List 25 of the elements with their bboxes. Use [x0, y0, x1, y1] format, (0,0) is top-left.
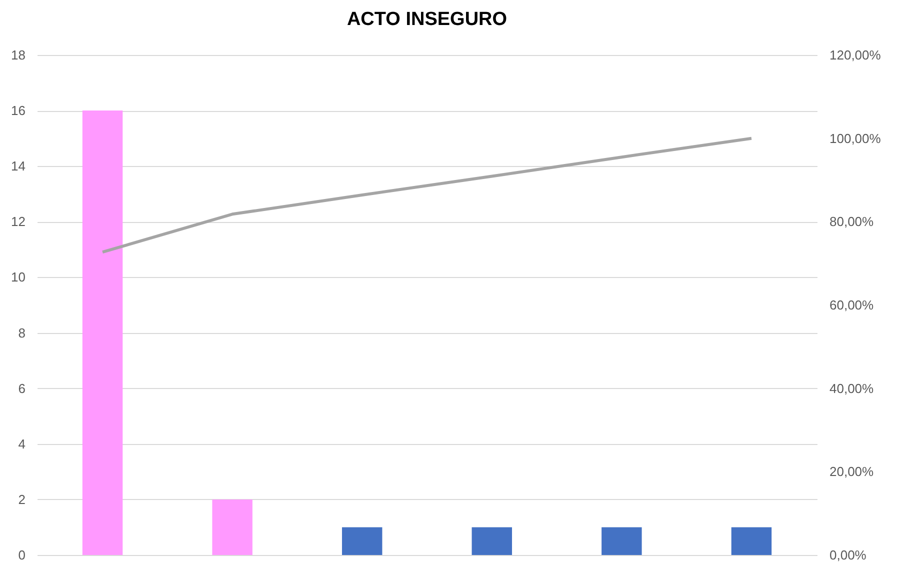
y2-tick-label: 0,00% — [830, 548, 867, 562]
bar — [472, 527, 512, 555]
bar — [212, 499, 252, 555]
y-tick-label: 2 — [18, 492, 26, 507]
y-tick-label: 0 — [18, 548, 26, 562]
chart-title: ACTO INSEGURO — [346, 9, 508, 30]
bar — [342, 527, 382, 555]
y-tick-label: 14 — [11, 158, 26, 174]
y2-tick-label: 20,00% — [830, 464, 874, 480]
y-tick-label: 18 — [11, 48, 26, 62]
y-tick-label: 8 — [18, 325, 26, 340]
y2-tick-label: 120,00% — [830, 48, 882, 62]
bar — [82, 110, 123, 555]
y2-tick-label: 80,00% — [830, 214, 874, 230]
y2-tick-label: 100,00% — [830, 130, 882, 146]
y-tick-label: 16 — [11, 103, 26, 118]
bar — [731, 527, 772, 555]
y-tick-label: 12 — [11, 214, 26, 230]
bar — [602, 527, 642, 555]
y-tick-label: 4 — [18, 436, 26, 452]
y-tick-label: 6 — [18, 380, 26, 396]
y-tick-label: 10 — [11, 270, 26, 285]
y2-tick-label: 40,00% — [830, 380, 874, 396]
line-series — [101, 136, 753, 254]
y2-tick-label: 60,00% — [830, 298, 874, 312]
